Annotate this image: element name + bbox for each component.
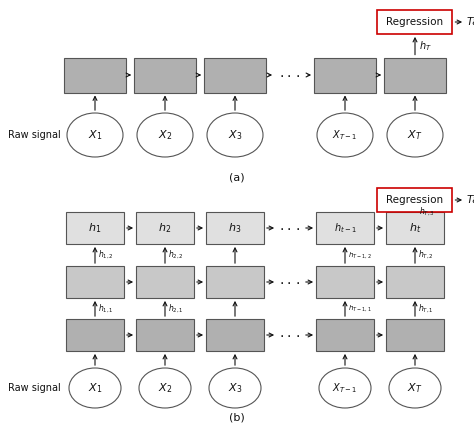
Ellipse shape bbox=[67, 113, 123, 157]
Ellipse shape bbox=[207, 113, 263, 157]
Text: $h_{T-1,2}$: $h_{T-1,2}$ bbox=[348, 250, 372, 260]
Bar bbox=[377, 10, 453, 34]
Bar bbox=[206, 319, 264, 351]
Text: $h_{T,2}$: $h_{T,2}$ bbox=[418, 249, 434, 261]
Text: (b): (b) bbox=[229, 413, 245, 423]
Ellipse shape bbox=[387, 113, 443, 157]
Text: $\it{X}_3$: $\it{X}_3$ bbox=[228, 128, 242, 142]
Text: $\it{h}_{t-1}$: $\it{h}_{t-1}$ bbox=[334, 221, 356, 235]
Bar bbox=[386, 266, 444, 298]
Text: Target y: Target y bbox=[467, 195, 474, 205]
Text: $\it{X}_{T-1}$: $\it{X}_{T-1}$ bbox=[332, 128, 357, 142]
Bar bbox=[206, 266, 264, 298]
Ellipse shape bbox=[69, 368, 121, 408]
Bar bbox=[66, 212, 124, 244]
Text: $\it{h}_3$: $\it{h}_3$ bbox=[228, 221, 242, 235]
Ellipse shape bbox=[317, 113, 373, 157]
Ellipse shape bbox=[209, 368, 261, 408]
Text: Target y: Target y bbox=[467, 17, 474, 27]
Ellipse shape bbox=[319, 368, 371, 408]
Text: $h_{T-1,1}$: $h_{T-1,1}$ bbox=[348, 304, 372, 313]
Text: $\it{h}_t$: $\it{h}_t$ bbox=[409, 221, 421, 235]
Bar bbox=[386, 319, 444, 351]
Text: Regression: Regression bbox=[386, 195, 444, 205]
Bar bbox=[136, 212, 194, 244]
Bar bbox=[136, 266, 194, 298]
Bar bbox=[384, 58, 446, 93]
Bar bbox=[377, 188, 453, 212]
Text: $h_{1,2}$: $h_{1,2}$ bbox=[98, 249, 114, 261]
Text: $\it{h}_2$: $\it{h}_2$ bbox=[158, 221, 172, 235]
Bar bbox=[64, 58, 126, 93]
Bar bbox=[66, 266, 124, 298]
Ellipse shape bbox=[139, 368, 191, 408]
Text: $\it{X}_2$: $\it{X}_2$ bbox=[158, 381, 172, 395]
Text: $\cdot\cdot\cdot$: $\cdot\cdot\cdot$ bbox=[279, 68, 301, 82]
Text: $\cdot\cdot\cdot$: $\cdot\cdot\cdot$ bbox=[279, 221, 301, 235]
Bar bbox=[316, 212, 374, 244]
Bar bbox=[316, 266, 374, 298]
Text: $h_{2,2}$: $h_{2,2}$ bbox=[168, 249, 184, 261]
Bar bbox=[136, 319, 194, 351]
Text: $\it{X}_3$: $\it{X}_3$ bbox=[228, 381, 242, 395]
Text: Raw signal: Raw signal bbox=[8, 383, 61, 393]
Text: $\it{X}_T$: $\it{X}_T$ bbox=[407, 381, 423, 395]
Text: (a): (a) bbox=[229, 172, 245, 182]
Bar bbox=[66, 319, 124, 351]
Text: $h_{1,1}$: $h_{1,1}$ bbox=[98, 302, 114, 315]
Bar bbox=[134, 58, 196, 93]
Bar bbox=[314, 58, 376, 93]
Text: $\it{X}_1$: $\it{X}_1$ bbox=[88, 128, 102, 142]
Text: $\it{X}_1$: $\it{X}_1$ bbox=[88, 381, 102, 395]
Ellipse shape bbox=[389, 368, 441, 408]
Text: $\it{X}_2$: $\it{X}_2$ bbox=[158, 128, 172, 142]
Text: Regression: Regression bbox=[386, 17, 444, 27]
Bar bbox=[204, 58, 266, 93]
Text: $h_{T,3}$: $h_{T,3}$ bbox=[419, 206, 435, 218]
Text: $h_{2,1}$: $h_{2,1}$ bbox=[168, 302, 184, 315]
Bar bbox=[386, 212, 444, 244]
Text: Raw signal: Raw signal bbox=[8, 130, 61, 140]
Ellipse shape bbox=[137, 113, 193, 157]
Bar bbox=[316, 319, 374, 351]
Text: $\it{X}_{T-1}$: $\it{X}_{T-1}$ bbox=[332, 381, 357, 395]
Text: $h_{T,1}$: $h_{T,1}$ bbox=[418, 302, 434, 315]
Bar bbox=[206, 212, 264, 244]
Text: $\cdot\cdot\cdot$: $\cdot\cdot\cdot$ bbox=[279, 275, 301, 289]
Text: $\it{h}_1$: $\it{h}_1$ bbox=[88, 221, 101, 235]
Text: $\cdot\cdot\cdot$: $\cdot\cdot\cdot$ bbox=[279, 328, 301, 342]
Text: $\it{X}_T$: $\it{X}_T$ bbox=[407, 128, 423, 142]
Text: $h_T$: $h_T$ bbox=[419, 39, 432, 53]
